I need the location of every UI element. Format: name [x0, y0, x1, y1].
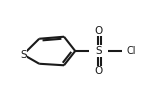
Text: S: S — [95, 46, 102, 56]
Text: S: S — [20, 50, 27, 60]
Text: O: O — [94, 26, 103, 36]
Text: O: O — [94, 66, 103, 76]
Text: Cl: Cl — [126, 46, 136, 56]
